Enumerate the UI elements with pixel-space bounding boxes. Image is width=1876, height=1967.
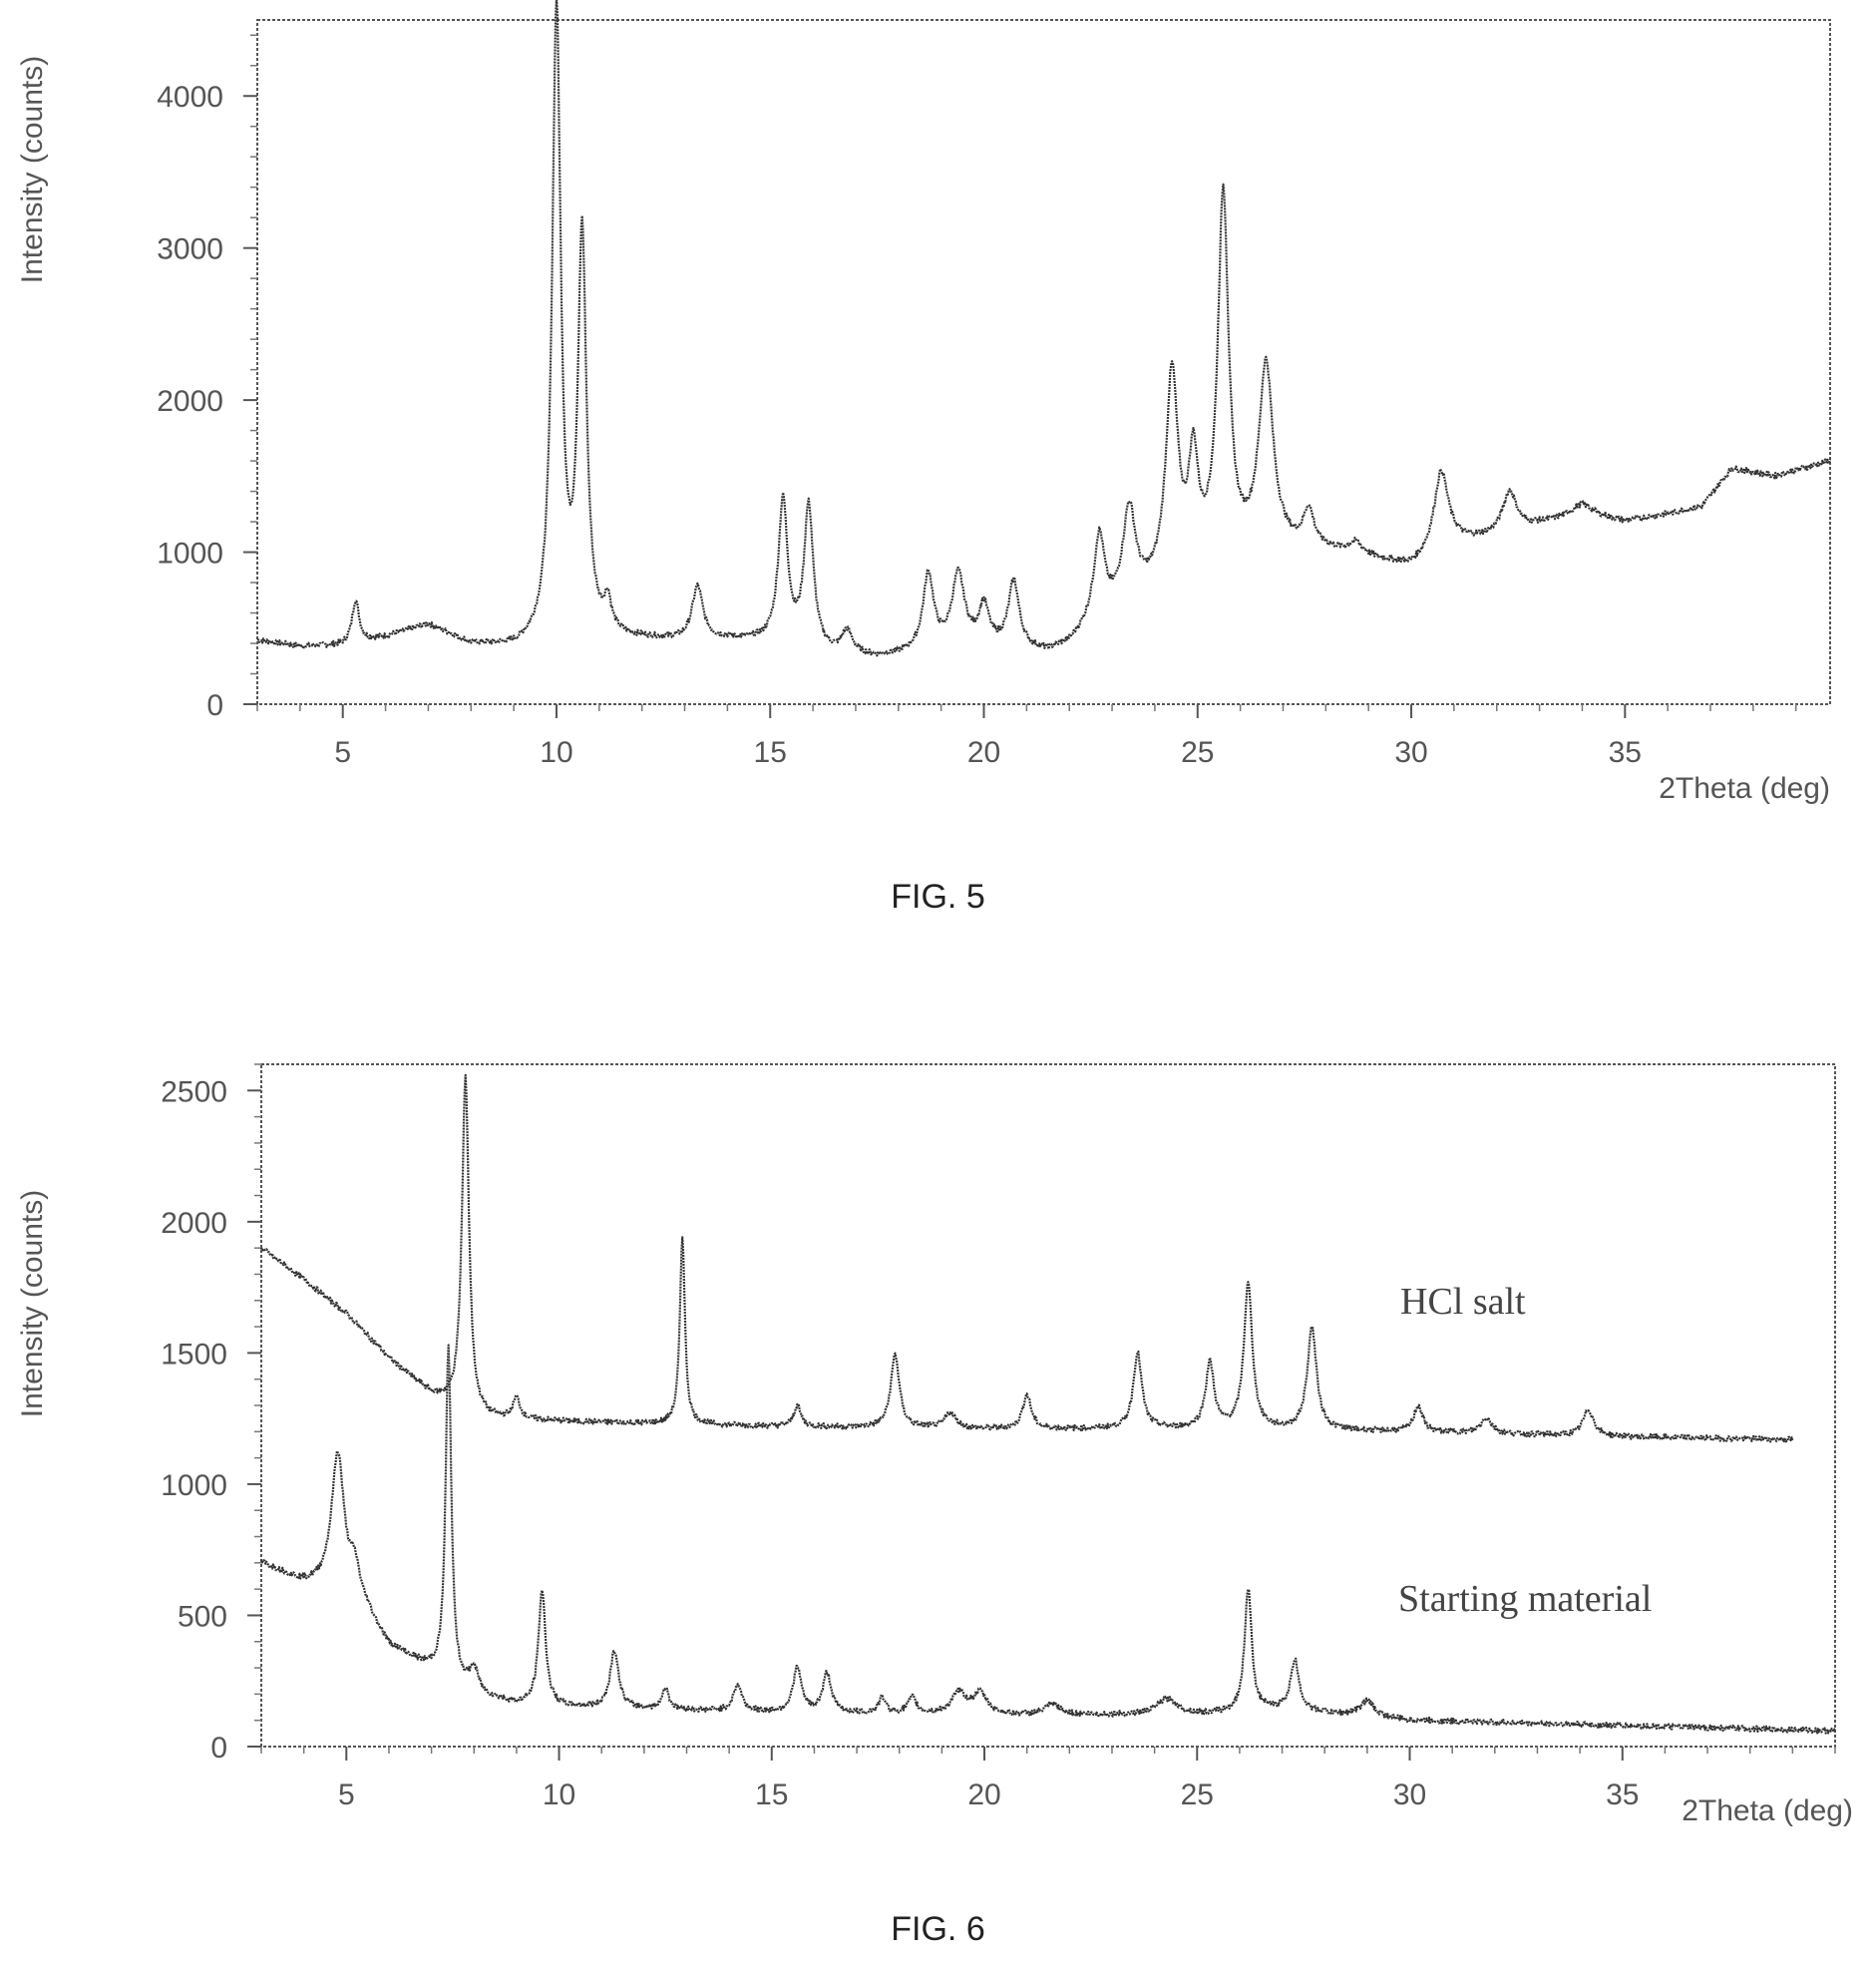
fig6-y-tick-label: 500 <box>178 1600 227 1633</box>
fig6-caption: FIG. 6 <box>891 1910 985 1948</box>
fig6-y-tick-label: 0 <box>210 1732 227 1765</box>
fig6-series-label: HCl salt <box>1400 1281 1526 1323</box>
fig6-y-tick-label: 2500 <box>161 1075 227 1108</box>
fig5-y-tick-label: 3000 <box>157 233 223 266</box>
fig5-x-tick-label: 10 <box>540 736 572 769</box>
fig6-series-label: Starting material <box>1398 1578 1652 1620</box>
fig6-x-tick-label: 15 <box>755 1778 788 1811</box>
fig5-plot: 5 10 15 20 25 30 35 0 1000 2000 3000 4000 2Theta (de… <box>16 0 1832 805</box>
fig6-y-tick-label: 2000 <box>161 1207 227 1240</box>
fig6-y-tick-label: 1000 <box>161 1469 227 1502</box>
fig5-x-tick-label: 30 <box>1394 736 1427 769</box>
fig5-x-tick-label: 5 <box>334 736 351 769</box>
fig5-y-tick-label: 2000 <box>157 385 223 418</box>
fig6-series-line-hcl-salt <box>259 1073 1794 1443</box>
fig5-y-axis-label: Intensity (counts) <box>16 56 49 283</box>
fig5-plot-frame <box>256 19 1831 705</box>
fig5-caption: FIG. 5 <box>891 878 985 916</box>
fig5-chart: 5 10 15 20 25 30 35 0 1000 2000 3000 4000 2Theta (de… <box>0 0 1876 958</box>
fig6-x-tick-label: 35 <box>1606 1778 1639 1811</box>
fig6-x-tick-label: 10 <box>543 1778 575 1811</box>
fig5-x-tick-label: 35 <box>1609 736 1642 769</box>
fig5-y-tick-label: 1000 <box>157 538 223 571</box>
fig6-y-tick-label: 1500 <box>161 1338 227 1371</box>
fig6-x-tick-label: 5 <box>338 1778 355 1811</box>
fig5-x-tick-label: 15 <box>754 736 787 769</box>
fig5-x-axis-label: 2Theta (deg) <box>1659 772 1830 805</box>
fig6-plot-frame <box>260 1063 1836 1748</box>
fig6-y-axis-label: Intensity (counts) <box>16 1190 49 1417</box>
fig6-x-tick-label: 25 <box>1181 1778 1214 1811</box>
fig6-chart: 5 10 15 20 25 30 35 0 500 1000 1500 2000 2500 2Theta … <box>0 1032 1876 1967</box>
fig5-y-tick-label: 0 <box>206 689 223 722</box>
fig6-x-tick-label: 20 <box>967 1778 1000 1811</box>
fig6-series-line-starting-material <box>259 1344 1837 1735</box>
fig6-x-tick-label: 30 <box>1393 1778 1426 1811</box>
fig5-y-tick-label: 4000 <box>157 81 223 114</box>
fig6-plot: 5 10 15 20 25 30 35 0 500 1000 1500 2000 2500 2Theta … <box>16 1063 1853 1827</box>
fig5-series-line <box>256 0 1832 657</box>
fig5-x-tick-label: 25 <box>1181 736 1214 769</box>
fig6-x-axis-label: 2Theta (deg) <box>1682 1794 1853 1827</box>
fig5-x-tick-label: 20 <box>967 736 1000 769</box>
